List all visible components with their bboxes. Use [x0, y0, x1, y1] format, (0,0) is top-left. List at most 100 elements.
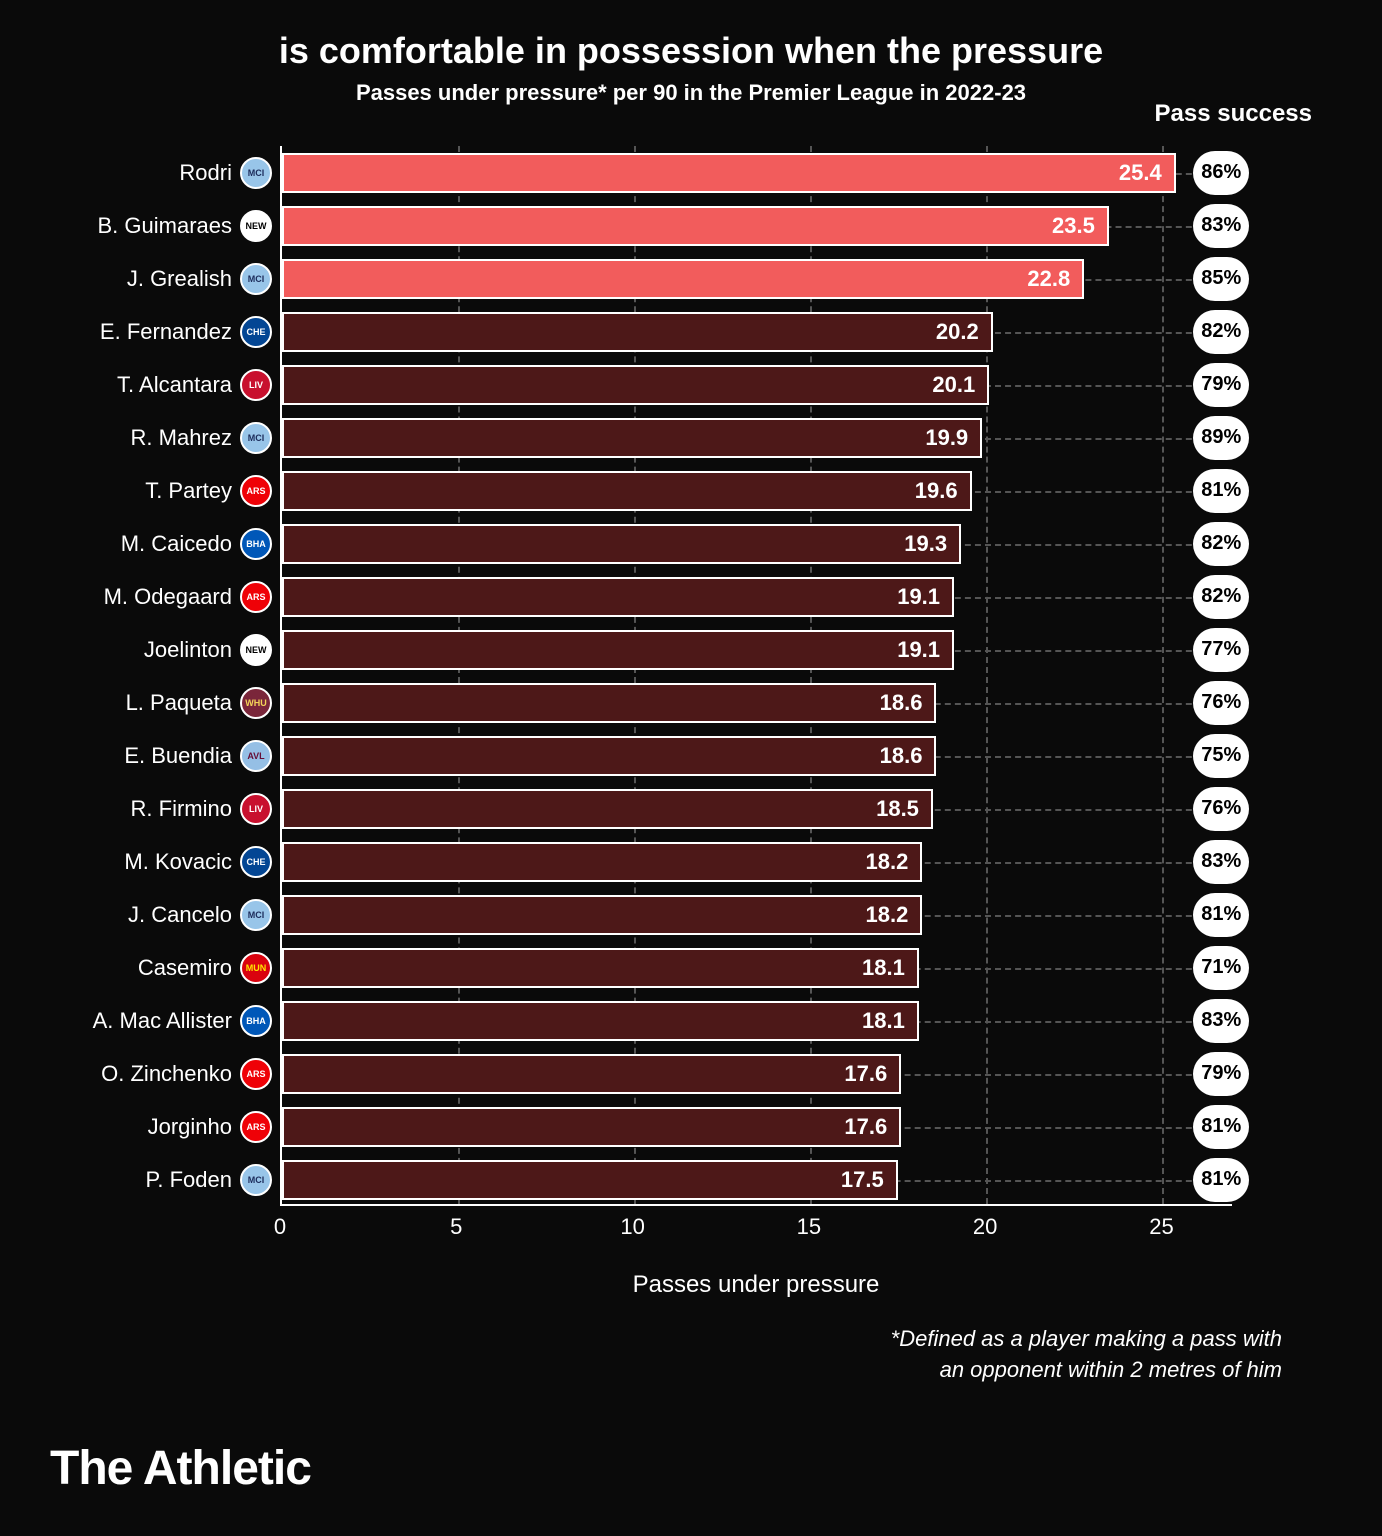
bar: 20.1	[282, 365, 989, 405]
bar: 18.6	[282, 736, 936, 776]
player-name: B. Guimaraes	[52, 213, 232, 239]
footnote: *Defined as a player making a pass with …	[50, 1324, 1282, 1386]
plot-area: RodriMCI25.486%B. GuimaraesNEW23.583%J. …	[280, 146, 1232, 1206]
player-row: CasemiroMUN18.171%	[282, 942, 1232, 994]
player-row: J. GrealishMCI22.885%	[282, 253, 1232, 305]
pass-success-pill: 81%	[1193, 1158, 1249, 1202]
bar-value: 19.3	[904, 531, 947, 557]
bar-value: 22.8	[1027, 266, 1070, 292]
player-name: Rodri	[52, 160, 232, 186]
bar: 18.1	[282, 1001, 919, 1041]
bar-value: 20.2	[936, 319, 979, 345]
team-badge-icon: LIV	[240, 369, 272, 401]
bar: 19.9	[282, 418, 982, 458]
chart-subtitle: Passes under pressure* per 90 in the Pre…	[50, 80, 1332, 106]
player-name: A. Mac Allister	[52, 1008, 232, 1034]
bar-value: 19.6	[915, 478, 958, 504]
player-row: M. KovacicCHE18.283%	[282, 836, 1232, 888]
player-row: E. FernandezCHE20.282%	[282, 306, 1232, 358]
pass-success-pill: 82%	[1193, 310, 1249, 354]
team-badge-icon: NEW	[240, 634, 272, 666]
pass-success-header: Pass success	[1155, 100, 1312, 128]
bar: 25.4	[282, 153, 1176, 193]
bar-value: 18.6	[880, 743, 923, 769]
team-badge-icon: ARS	[240, 1058, 272, 1090]
team-badge-icon: CHE	[240, 846, 272, 878]
bar-value: 17.6	[844, 1061, 887, 1087]
team-badge-icon: ARS	[240, 581, 272, 613]
bar-value: 17.5	[841, 1167, 884, 1193]
pass-success-pill: 77%	[1193, 628, 1249, 672]
player-row: M. OdegaardARS19.182%	[282, 571, 1232, 623]
team-badge-icon: MUN	[240, 952, 272, 984]
pass-success-pill: 81%	[1193, 1105, 1249, 1149]
x-axis-ticks: 0510152025	[280, 1206, 1232, 1246]
player-name: R. Firmino	[52, 796, 232, 822]
player-name: M. Kovacic	[52, 849, 232, 875]
bar: 17.5	[282, 1160, 898, 1200]
player-row: JoelintonNEW19.177%	[282, 624, 1232, 676]
bar-value: 18.2	[866, 849, 909, 875]
team-badge-icon: BHA	[240, 528, 272, 560]
footnote-line2: an opponent within 2 metres of him	[940, 1357, 1282, 1382]
team-badge-icon: MCI	[240, 422, 272, 454]
player-name: O. Zinchenko	[52, 1061, 232, 1087]
player-row: T. ParteyARS19.681%	[282, 465, 1232, 517]
player-name: R. Mahrez	[52, 425, 232, 451]
player-name: J. Cancelo	[52, 902, 232, 928]
bar-value: 19.1	[897, 637, 940, 663]
player-row: J. CanceloMCI18.281%	[282, 889, 1232, 941]
x-axis-label: Passes under pressure	[280, 1271, 1232, 1299]
pass-success-pill: 83%	[1193, 999, 1249, 1043]
pass-success-pill: 75%	[1193, 734, 1249, 778]
x-tick: 15	[797, 1214, 821, 1240]
bar-value: 18.5	[876, 796, 919, 822]
team-badge-icon: ARS	[240, 475, 272, 507]
player-row: JorginhoARS17.681%	[282, 1101, 1232, 1153]
chart-container: Pass success RodriMCI25.486%B. Guimaraes…	[280, 146, 1232, 1299]
x-tick: 10	[620, 1214, 644, 1240]
player-name: Casemiro	[52, 955, 232, 981]
player-row: O. ZinchenkoARS17.679%	[282, 1048, 1232, 1100]
bar: 18.5	[282, 789, 933, 829]
bar-value: 23.5	[1052, 213, 1095, 239]
bar: 22.8	[282, 259, 1084, 299]
bar: 19.1	[282, 630, 954, 670]
player-name: T. Partey	[52, 478, 232, 504]
pass-success-pill: 83%	[1193, 204, 1249, 248]
team-badge-icon: MCI	[240, 1164, 272, 1196]
player-name: J. Grealish	[52, 266, 232, 292]
bar-value: 18.1	[862, 955, 905, 981]
player-row: E. BuendiaAVL18.675%	[282, 730, 1232, 782]
x-tick: 5	[450, 1214, 462, 1240]
team-badge-icon: LIV	[240, 793, 272, 825]
player-row: B. GuimaraesNEW23.583%	[282, 200, 1232, 252]
team-badge-icon: WHU	[240, 687, 272, 719]
team-badge-icon: NEW	[240, 210, 272, 242]
player-name: P. Foden	[52, 1167, 232, 1193]
bar: 20.2	[282, 312, 993, 352]
player-name: M. Odegaard	[52, 584, 232, 610]
bar: 19.3	[282, 524, 961, 564]
bar: 23.5	[282, 206, 1109, 246]
bar: 17.6	[282, 1054, 901, 1094]
player-row: R. FirminoLIV18.576%	[282, 783, 1232, 835]
team-badge-icon: MCI	[240, 263, 272, 295]
bar-value: 18.6	[880, 690, 923, 716]
bar-value: 18.2	[866, 902, 909, 928]
player-row: T. AlcantaraLIV20.179%	[282, 359, 1232, 411]
bar: 19.1	[282, 577, 954, 617]
team-badge-icon: MCI	[240, 157, 272, 189]
player-name: M. Caicedo	[52, 531, 232, 557]
bar: 18.6	[282, 683, 936, 723]
team-badge-icon: AVL	[240, 740, 272, 772]
team-badge-icon: MCI	[240, 899, 272, 931]
bar: 18.1	[282, 948, 919, 988]
pass-success-pill: 82%	[1193, 522, 1249, 566]
pass-success-pill: 79%	[1193, 1052, 1249, 1096]
player-name: E. Buendia	[52, 743, 232, 769]
bar: 18.2	[282, 895, 922, 935]
player-name: L. Paqueta	[52, 690, 232, 716]
pass-success-pill: 71%	[1193, 946, 1249, 990]
bar-value: 25.4	[1119, 160, 1162, 186]
